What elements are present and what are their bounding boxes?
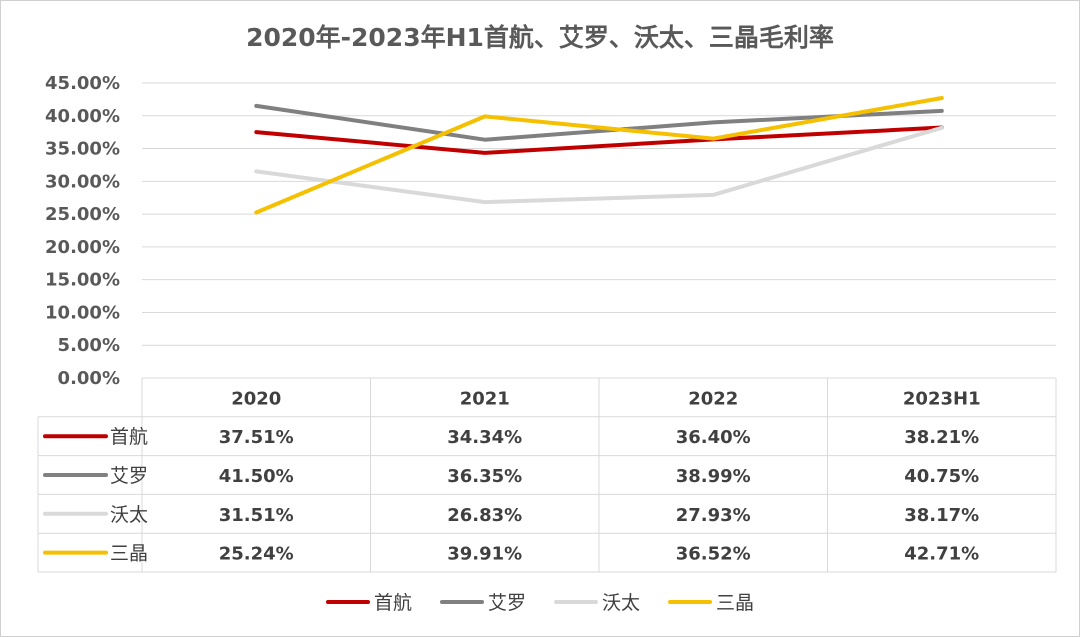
table-cell: 38.17%: [904, 505, 979, 526]
table-cell: 31.51%: [219, 505, 294, 526]
y-tick-label: 30.00%: [45, 171, 120, 192]
y-tick-label: 25.00%: [45, 204, 120, 225]
table-cell: 36.40%: [676, 427, 751, 448]
table-header-2021: 2021: [460, 388, 510, 409]
table-cell: 34.34%: [447, 427, 522, 448]
y-tick-label: 20.00%: [45, 237, 120, 258]
series-line-三晶: [254, 96, 944, 215]
legend-label: 沃太: [602, 592, 640, 614]
table-cell: 38.99%: [676, 466, 751, 487]
table-row-label: 艾罗: [110, 465, 148, 487]
y-tick-label: 35.00%: [45, 139, 120, 160]
table-header-2023H1: 2023H1: [903, 388, 981, 409]
chart-title: 2020年-2023年H1首航、艾罗、沃太、三晶毛利率: [246, 23, 834, 52]
table-cell: 41.50%: [219, 466, 294, 487]
table-cell: 40.75%: [904, 466, 979, 487]
table-cell: 37.51%: [219, 427, 294, 448]
y-tick-label: 45.00%: [45, 73, 120, 94]
legend-label: 艾罗: [488, 592, 526, 614]
table-cell: 26.83%: [447, 505, 522, 526]
y-tick-label: 0.00%: [58, 368, 120, 389]
series-line-沃太: [254, 125, 944, 205]
table-cell: 27.93%: [676, 505, 751, 526]
table-header-2020: 2020: [231, 388, 281, 409]
series-line-首航: [254, 125, 944, 155]
table-cell: 39.91%: [447, 544, 522, 565]
y-tick-label: 15.00%: [45, 270, 120, 291]
legend-label: 三晶: [716, 592, 754, 614]
table-cell: 38.21%: [904, 427, 979, 448]
table-header-2022: 2022: [688, 388, 738, 409]
y-tick-label: 40.00%: [45, 106, 120, 127]
table-cell: 42.71%: [904, 544, 979, 565]
legend-label: 首航: [374, 592, 412, 614]
table-cell: 36.52%: [676, 544, 751, 565]
table-row-label: 首航: [110, 426, 148, 448]
table-row-label: 三晶: [110, 543, 148, 565]
table-row-label: 沃太: [110, 504, 148, 526]
table-cell: 25.24%: [219, 544, 294, 565]
table-cell: 36.35%: [447, 466, 522, 487]
y-tick-label: 10.00%: [45, 302, 120, 323]
y-tick-label: 5.00%: [58, 335, 120, 356]
